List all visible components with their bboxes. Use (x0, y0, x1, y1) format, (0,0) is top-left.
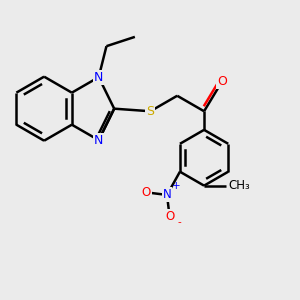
Text: N: N (94, 71, 104, 84)
Text: -: - (177, 217, 181, 227)
Text: CH₃: CH₃ (228, 179, 250, 192)
Text: N: N (94, 134, 104, 147)
Text: S: S (146, 105, 154, 118)
Text: N: N (163, 188, 171, 201)
Text: O: O (165, 210, 174, 223)
Text: +: + (172, 181, 180, 191)
Text: O: O (217, 75, 227, 88)
Text: O: O (142, 186, 151, 199)
